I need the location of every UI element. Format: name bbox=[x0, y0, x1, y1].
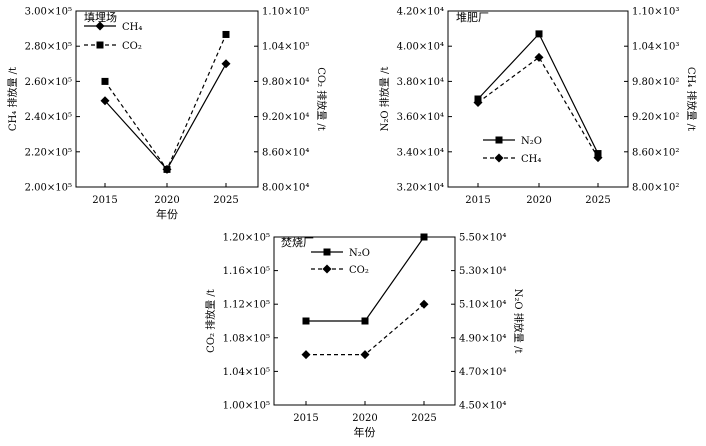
data-point bbox=[360, 350, 370, 360]
left-tick-label: 1.04×10⁵ bbox=[223, 367, 270, 378]
panel-title: 焚烧厂 bbox=[281, 236, 314, 249]
legend-label: CH₄ bbox=[122, 22, 142, 33]
right-tick-label: 1.10×10³ bbox=[632, 7, 679, 18]
right-tick-label: 9.20×10² bbox=[632, 112, 679, 123]
right-tick-label: 1.04×10³ bbox=[632, 42, 679, 53]
x-tick-label: 2015 bbox=[465, 195, 490, 206]
right-tick-label: 5.10×10⁴ bbox=[459, 300, 506, 311]
data-point bbox=[419, 299, 429, 309]
x-axis-title: 年份 bbox=[354, 425, 376, 439]
right-axis-title: CH₄ 排放量 /t bbox=[685, 67, 698, 131]
left-tick-label: 2.20×10⁵ bbox=[25, 147, 72, 158]
plot-frame bbox=[447, 10, 629, 188]
right-tick-label: 4.70×10⁴ bbox=[459, 367, 506, 378]
legend-marker bbox=[494, 153, 504, 163]
left-tick-label: 3.20×10⁴ bbox=[397, 183, 444, 194]
left-tick-label: 2.00×10⁵ bbox=[25, 183, 72, 194]
series-line-2 bbox=[306, 303, 425, 356]
legend-label: N₂O bbox=[521, 136, 542, 147]
data-point bbox=[534, 52, 544, 62]
data-point bbox=[535, 30, 543, 38]
right-axis-title: CO₂ 排放量 /t bbox=[315, 67, 328, 131]
legend-marker bbox=[96, 41, 104, 49]
left-tick-label: 1.08×10⁵ bbox=[223, 333, 270, 344]
right-tick-label: 4.90×10⁴ bbox=[459, 333, 506, 344]
data-point bbox=[593, 153, 603, 163]
left-tick-label: 3.80×10⁴ bbox=[397, 77, 444, 88]
data-point bbox=[473, 98, 483, 108]
data-point bbox=[301, 350, 311, 360]
panel-title: 填埋场 bbox=[84, 10, 117, 24]
x-axis-title: 年份 bbox=[156, 207, 178, 221]
x-tick-label: 2025 bbox=[213, 195, 238, 206]
left-tick-label: 2.60×10⁵ bbox=[25, 77, 72, 88]
panel-title: 堆肥厂 bbox=[456, 11, 489, 24]
chart-panel-1: 2.00×10⁵ 2.20×10⁵ 2.40×10⁵ 2.60×10⁵ 2.80×10⁵… bbox=[6, 7, 328, 222]
left-axis-title: N₂O 排放量 /t bbox=[378, 67, 391, 132]
right-tick-label: 8.00×10⁴ bbox=[262, 183, 309, 194]
left-tick-label: 4.20×10⁴ bbox=[397, 7, 444, 18]
series-line-2 bbox=[104, 34, 227, 171]
data-point bbox=[420, 233, 428, 241]
legend-marker bbox=[95, 21, 105, 31]
right-tick-label: 5.50×10⁴ bbox=[459, 233, 506, 244]
legend-marker bbox=[495, 136, 503, 144]
data-point bbox=[222, 30, 230, 38]
x-tick-label: 2020 bbox=[526, 195, 551, 206]
data-point bbox=[302, 317, 310, 325]
data-point bbox=[361, 317, 369, 325]
chart-panel-3: 1.00×10⁵ 1.04×10⁵ 1.08×10⁵ 1.12×10⁵ 1.16×10⁵… bbox=[204, 233, 525, 440]
series-line-1 bbox=[104, 63, 227, 171]
x-tick-label: 2025 bbox=[411, 413, 436, 424]
left-axis-title: CH₄ 排放量 /t bbox=[6, 67, 19, 131]
data-point bbox=[163, 165, 171, 173]
left-tick-label: 2.80×10⁵ bbox=[25, 42, 72, 53]
legend-label: CH₄ bbox=[521, 154, 541, 165]
left-tick-label: 3.00×10⁵ bbox=[25, 7, 72, 18]
legend-marker bbox=[323, 248, 331, 256]
x-tick-label: 2020 bbox=[352, 413, 377, 424]
right-tick-label: 9.80×10² bbox=[632, 77, 679, 88]
left-tick-label: 3.40×10⁴ bbox=[397, 147, 444, 158]
left-tick-label: 4.00×10⁴ bbox=[397, 42, 444, 53]
data-point bbox=[221, 59, 231, 69]
left-axis-title: CO₂ 排放量 /t bbox=[204, 289, 217, 353]
left-tick-label: 1.16×10⁵ bbox=[223, 266, 270, 277]
chart-panel-2: 3.20×10⁴ 3.40×10⁴ 3.60×10⁴ 3.80×10⁴ 4.00×10⁴… bbox=[378, 7, 698, 207]
right-tick-label: 1.04×10⁵ bbox=[262, 42, 309, 53]
right-tick-label: 9.20×10⁴ bbox=[262, 112, 309, 123]
right-tick-label: 5.30×10⁴ bbox=[459, 266, 506, 277]
left-tick-label: 2.40×10⁵ bbox=[25, 112, 72, 123]
left-tick-label: 1.20×10⁵ bbox=[223, 233, 270, 244]
left-tick-label: 3.60×10⁴ bbox=[397, 112, 444, 123]
legend-label: CO₂ bbox=[122, 41, 142, 52]
right-tick-label: 8.60×10⁴ bbox=[262, 147, 309, 158]
data-point bbox=[100, 96, 110, 106]
x-tick-label: 2025 bbox=[585, 195, 610, 206]
legend-label: N₂O bbox=[349, 248, 370, 259]
right-tick-label: 1.10×10⁵ bbox=[262, 7, 309, 18]
legend-label: CO₂ bbox=[349, 265, 369, 276]
right-tick-label: 8.60×10² bbox=[632, 147, 679, 158]
right-tick-label: 8.00×10² bbox=[632, 183, 679, 194]
left-tick-label: 1.12×10⁵ bbox=[223, 300, 270, 311]
x-tick-label: 2020 bbox=[154, 195, 179, 206]
data-point bbox=[101, 77, 109, 85]
left-tick-label: 1.00×10⁵ bbox=[223, 401, 270, 412]
legend-marker bbox=[322, 264, 332, 274]
x-tick-label: 2015 bbox=[293, 413, 318, 424]
right-axis-title: N₂O 排放量 /t bbox=[512, 289, 525, 354]
x-tick-label: 2015 bbox=[92, 195, 117, 206]
right-tick-label: 9.80×10⁴ bbox=[262, 77, 309, 88]
right-tick-label: 4.50×10⁴ bbox=[459, 401, 506, 412]
